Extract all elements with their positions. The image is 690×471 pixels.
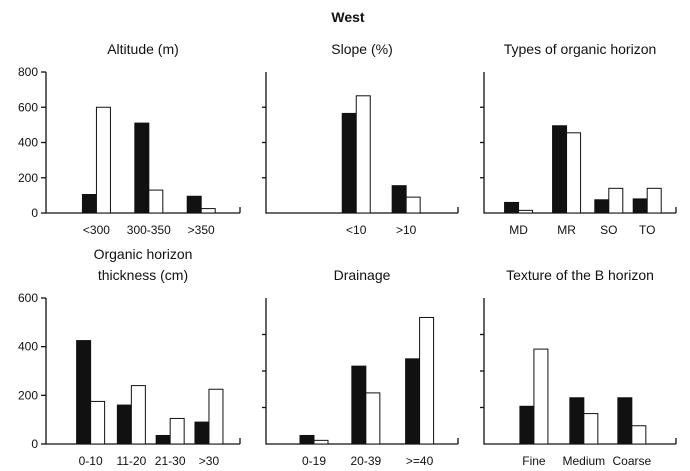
x-tick-label: <300 xyxy=(83,223,110,237)
axis-frame xyxy=(265,298,458,445)
bar-light xyxy=(200,208,216,214)
panel-title: Slope (%) xyxy=(331,41,392,57)
bar-light xyxy=(631,425,647,445)
bar-light xyxy=(208,388,224,445)
bar-light xyxy=(518,209,534,214)
bar-dark xyxy=(405,358,421,445)
chart-title: West xyxy=(331,9,365,25)
axis-frame xyxy=(483,298,676,445)
x-tick-label: 21-30 xyxy=(155,454,186,468)
bar-dark xyxy=(299,434,315,445)
bar-dark xyxy=(341,112,357,214)
bar-light xyxy=(169,417,185,445)
bar-light xyxy=(313,439,329,445)
bar-light xyxy=(365,392,381,445)
panel-title: Texture of the B horizon xyxy=(506,267,654,283)
x-tick-label: 0-19 xyxy=(302,454,326,468)
bar-dark xyxy=(134,122,150,214)
bar-light xyxy=(533,348,549,445)
bar-light xyxy=(583,413,599,445)
panel-5: Drainage 0-19 20-39 >=40 xyxy=(262,267,459,468)
y-tick-label: 600 xyxy=(18,100,38,114)
bar-dark xyxy=(519,405,535,445)
panels-layer: Altitude (m) 0 200 400 600 800 <300 300-350 >350… xyxy=(18,41,677,468)
panel-title: Organic horizon xyxy=(94,246,193,262)
bar-dark xyxy=(569,397,585,445)
x-tick-label: >30 xyxy=(199,454,220,468)
x-tick-label: 300-350 xyxy=(127,223,171,237)
panel-4: Organic horizon thickness (cm) 0 200 400 600 0… xyxy=(18,246,241,468)
y-tick-label: 200 xyxy=(18,388,38,402)
panel-title: Types of organic horizon xyxy=(504,41,657,57)
bar-dark xyxy=(632,198,648,214)
bar-dark xyxy=(194,421,210,445)
bar-dark xyxy=(617,397,633,445)
x-tick-label: >10 xyxy=(396,223,417,237)
y-tick-label: 200 xyxy=(18,171,38,185)
bar-light xyxy=(148,189,164,214)
x-tick-label: TO xyxy=(639,223,655,237)
bar-dark xyxy=(116,404,132,445)
x-tick-label: 20-39 xyxy=(350,454,381,468)
bar-dark xyxy=(76,340,92,445)
bar-dark xyxy=(155,434,171,445)
panel-1: Altitude (m) 0 200 400 600 800 <300 300-350 >350 xyxy=(18,41,241,237)
x-tick-label: >350 xyxy=(188,223,215,237)
x-tick-label: MR xyxy=(557,223,576,237)
bar-light xyxy=(405,196,421,214)
panel-title: Drainage xyxy=(334,267,391,283)
bar-light xyxy=(95,106,111,214)
x-tick-label: 0-10 xyxy=(79,454,103,468)
bar-light xyxy=(646,187,662,214)
x-tick-label: >=40 xyxy=(406,454,434,468)
bar-light xyxy=(608,187,624,214)
bar-dark xyxy=(81,193,97,214)
bar-light xyxy=(355,95,371,214)
bar-light xyxy=(566,132,582,214)
bar-dark xyxy=(552,125,568,214)
x-tick-label: Medium xyxy=(562,454,605,468)
panel-6: Texture of the B horizon Fine Medium Coarse xyxy=(480,267,677,468)
panel-title: Altitude (m) xyxy=(107,41,179,57)
bar-light xyxy=(419,316,435,445)
bar-dark xyxy=(504,201,520,214)
x-tick-label: Fine xyxy=(522,454,546,468)
x-tick-label: <10 xyxy=(346,223,367,237)
bar-light xyxy=(130,385,146,445)
bar-dark xyxy=(351,365,367,445)
y-tick-label: 800 xyxy=(18,65,38,79)
bar-dark xyxy=(594,199,610,214)
y-tick-label: 0 xyxy=(31,206,38,220)
panel-title: thickness (cm) xyxy=(98,267,188,283)
x-tick-label: MD xyxy=(509,223,528,237)
y-tick-label: 0 xyxy=(31,437,38,451)
x-tick-label: SO xyxy=(600,223,617,237)
y-tick-label: 400 xyxy=(18,136,38,150)
panel-2: Slope (%) <10 >10 xyxy=(262,41,459,237)
y-tick-label: 600 xyxy=(18,291,38,305)
panel-3: Types of organic horizon MD MR SO TO xyxy=(480,41,677,237)
bar-dark xyxy=(391,185,407,214)
y-tick-label: 400 xyxy=(18,340,38,354)
x-tick-label: Coarse xyxy=(612,454,651,468)
bar-light xyxy=(90,400,106,445)
x-tick-label: 11-20 xyxy=(116,454,146,468)
bar-dark xyxy=(186,195,202,214)
